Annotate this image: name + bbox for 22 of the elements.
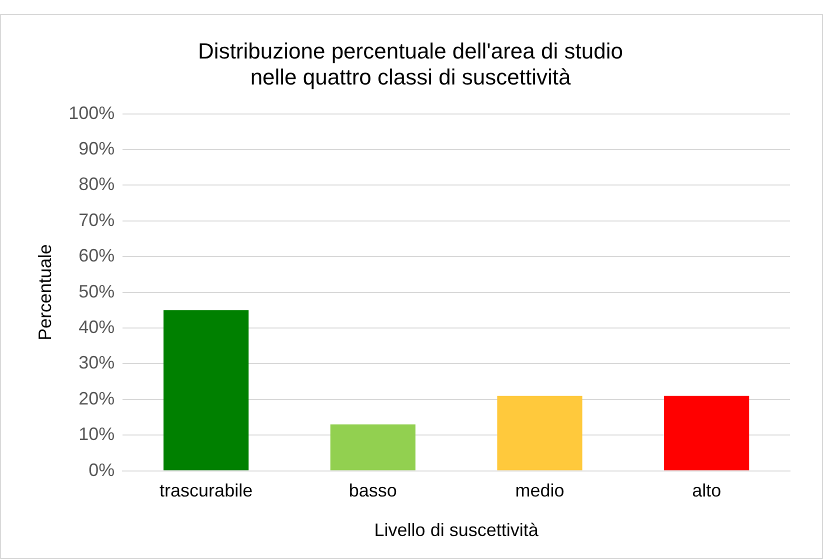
x-tick-label: alto: [692, 480, 722, 501]
y-tick-label: 0%: [88, 460, 115, 480]
y-tick-label: 60%: [78, 246, 115, 266]
y-tick-label: 50%: [78, 281, 115, 302]
bar: [664, 396, 750, 470]
y-tick-label: 70%: [78, 210, 115, 230]
y-tick-label: 40%: [78, 316, 115, 337]
y-tick-label: 90%: [78, 138, 115, 158]
y-tick-label: 30%: [78, 352, 115, 373]
x-tick-label: trascurabile: [160, 480, 253, 501]
bar: [497, 396, 582, 470]
x-axis-title: Livello di suscettività: [374, 520, 540, 540]
y-tick-label: 100%: [68, 102, 115, 123]
y-tick-label: 20%: [78, 388, 115, 408]
y-tick-label: 80%: [78, 174, 115, 194]
y-axis-title: Percentuale: [34, 244, 55, 340]
bar: [330, 424, 416, 470]
bar: [164, 310, 249, 470]
x-tick-label: basso: [348, 480, 397, 501]
x-tick-label: medio: [515, 480, 564, 501]
chart-title: Distribuzione percentuale dell'area di studio nelle quattro classi di suscettività: [198, 38, 623, 90]
y-tick-label: 10%: [78, 424, 115, 444]
